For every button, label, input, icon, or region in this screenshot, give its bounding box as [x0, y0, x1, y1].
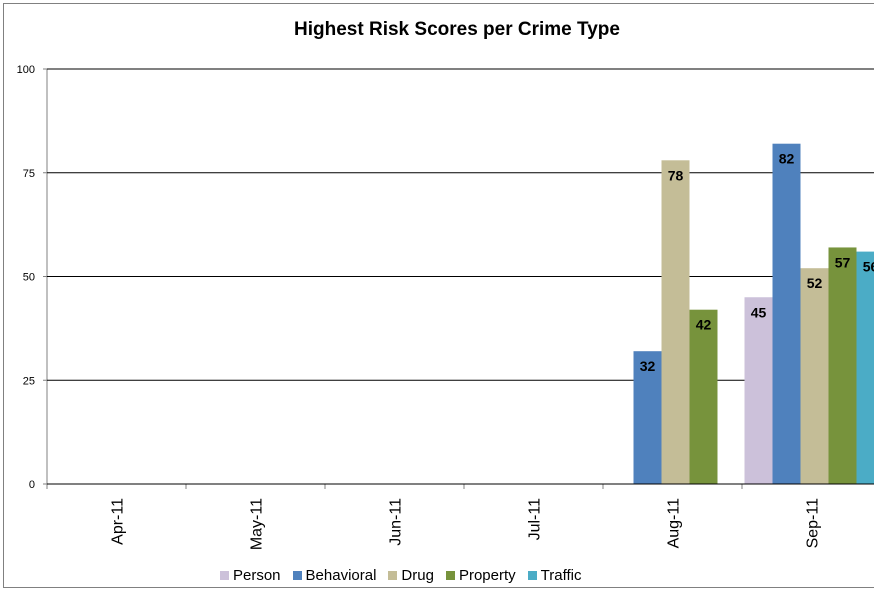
legend-swatch-behavioral	[292, 570, 302, 580]
y-tick-label-25: 25	[23, 375, 35, 387]
bar-drug-aug-11	[661, 160, 690, 485]
legend-swatch-traffic	[527, 570, 537, 580]
legend-label-drug: Drug	[401, 566, 434, 584]
data-label-behavioral-sep-11: 82	[779, 151, 795, 167]
bar-property-aug-11	[689, 309, 718, 484]
legend-item-drug: Drug	[388, 567, 434, 584]
y-tick-label-75: 75	[23, 168, 35, 180]
x-tick-label-jul-11: Jul-11	[527, 498, 544, 540]
x-tick-label-sep-11: Sep-11	[805, 498, 822, 549]
bar-behavioral-sep-11	[772, 143, 801, 484]
y-tick-label-0: 0	[29, 479, 35, 491]
data-label-behavioral-aug-11: 32	[640, 358, 656, 374]
legend-item-behavioral: Behavioral	[292, 566, 377, 584]
legend-item-traffic: Traffic	[527, 566, 582, 584]
legend-item-person: Person	[220, 567, 281, 584]
legend-label-traffic: Traffic	[540, 566, 582, 584]
x-tick-label-aug-11: Aug-11	[666, 498, 683, 549]
legend-label-property: Property	[458, 566, 516, 584]
y-tick-label-100: 100	[17, 64, 35, 76]
bar-behavioral-aug-11	[633, 351, 662, 484]
data-label-property-sep-11: 57	[835, 254, 851, 270]
bar-person-sep-11	[744, 297, 773, 484]
x-tick-label-jun-11: Jun-11	[388, 498, 405, 546]
x-tick-label-apr-11: Apr-11	[110, 498, 127, 545]
legend-swatch-person	[220, 570, 229, 580]
data-label-property-aug-11: 42	[696, 317, 712, 333]
legend-label-person: Person	[233, 566, 281, 584]
legend-label-behavioral: Behavioral	[305, 566, 377, 584]
bar-traffic-sep-11	[856, 251, 874, 484]
data-label-drug-aug-11: 78	[668, 167, 684, 183]
chart-frame	[3, 3, 874, 588]
bar-drug-sep-11	[800, 268, 829, 484]
legend: Person Behavioral Drug Property Traffic	[220, 566, 593, 584]
y-tick-label-50: 50	[23, 272, 35, 284]
bar-property-sep-11	[828, 247, 857, 484]
x-tick-label-may-11: May-11	[249, 498, 266, 550]
data-label-person-sep-11: 45	[751, 304, 767, 320]
data-label-traffic-sep-11: 56	[863, 259, 874, 275]
legend-swatch-property	[445, 570, 455, 580]
chart-title: Highest Risk Scores per Crime Type	[294, 19, 620, 40]
legend-swatch-drug	[388, 570, 398, 580]
legend-item-property: Property	[445, 566, 516, 584]
data-label-drug-sep-11: 52	[807, 275, 823, 291]
